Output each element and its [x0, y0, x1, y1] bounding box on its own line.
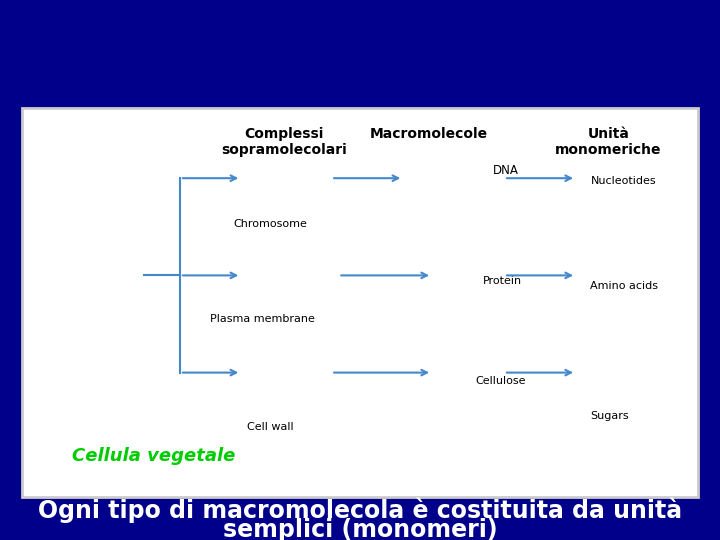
Text: Chromosome: Chromosome [233, 219, 307, 229]
Text: Cell wall: Cell wall [247, 422, 293, 431]
Text: Macromolecole: Macromolecole [369, 127, 487, 141]
Text: Cellula vegetale: Cellula vegetale [72, 447, 235, 465]
Text: Ogni tipo di macromolecola è costituita da unità: Ogni tipo di macromolecola è costituita … [38, 497, 682, 523]
Text: DNA: DNA [493, 164, 519, 177]
Text: semplici (monomeri): semplici (monomeri) [222, 518, 498, 540]
Text: Plasma membrane: Plasma membrane [210, 314, 315, 323]
Text: Sugars: Sugars [590, 411, 629, 421]
Text: Complessi
sopramolecolari: Complessi sopramolecolari [222, 127, 347, 157]
Text: Nucleotides: Nucleotides [590, 176, 656, 186]
Text: Cellulose: Cellulose [475, 376, 526, 386]
Text: Unità
monomeriche: Unità monomeriche [555, 127, 662, 157]
FancyBboxPatch shape [22, 108, 698, 497]
Text: Amino acids: Amino acids [590, 281, 658, 291]
Text: Protein: Protein [482, 276, 521, 286]
